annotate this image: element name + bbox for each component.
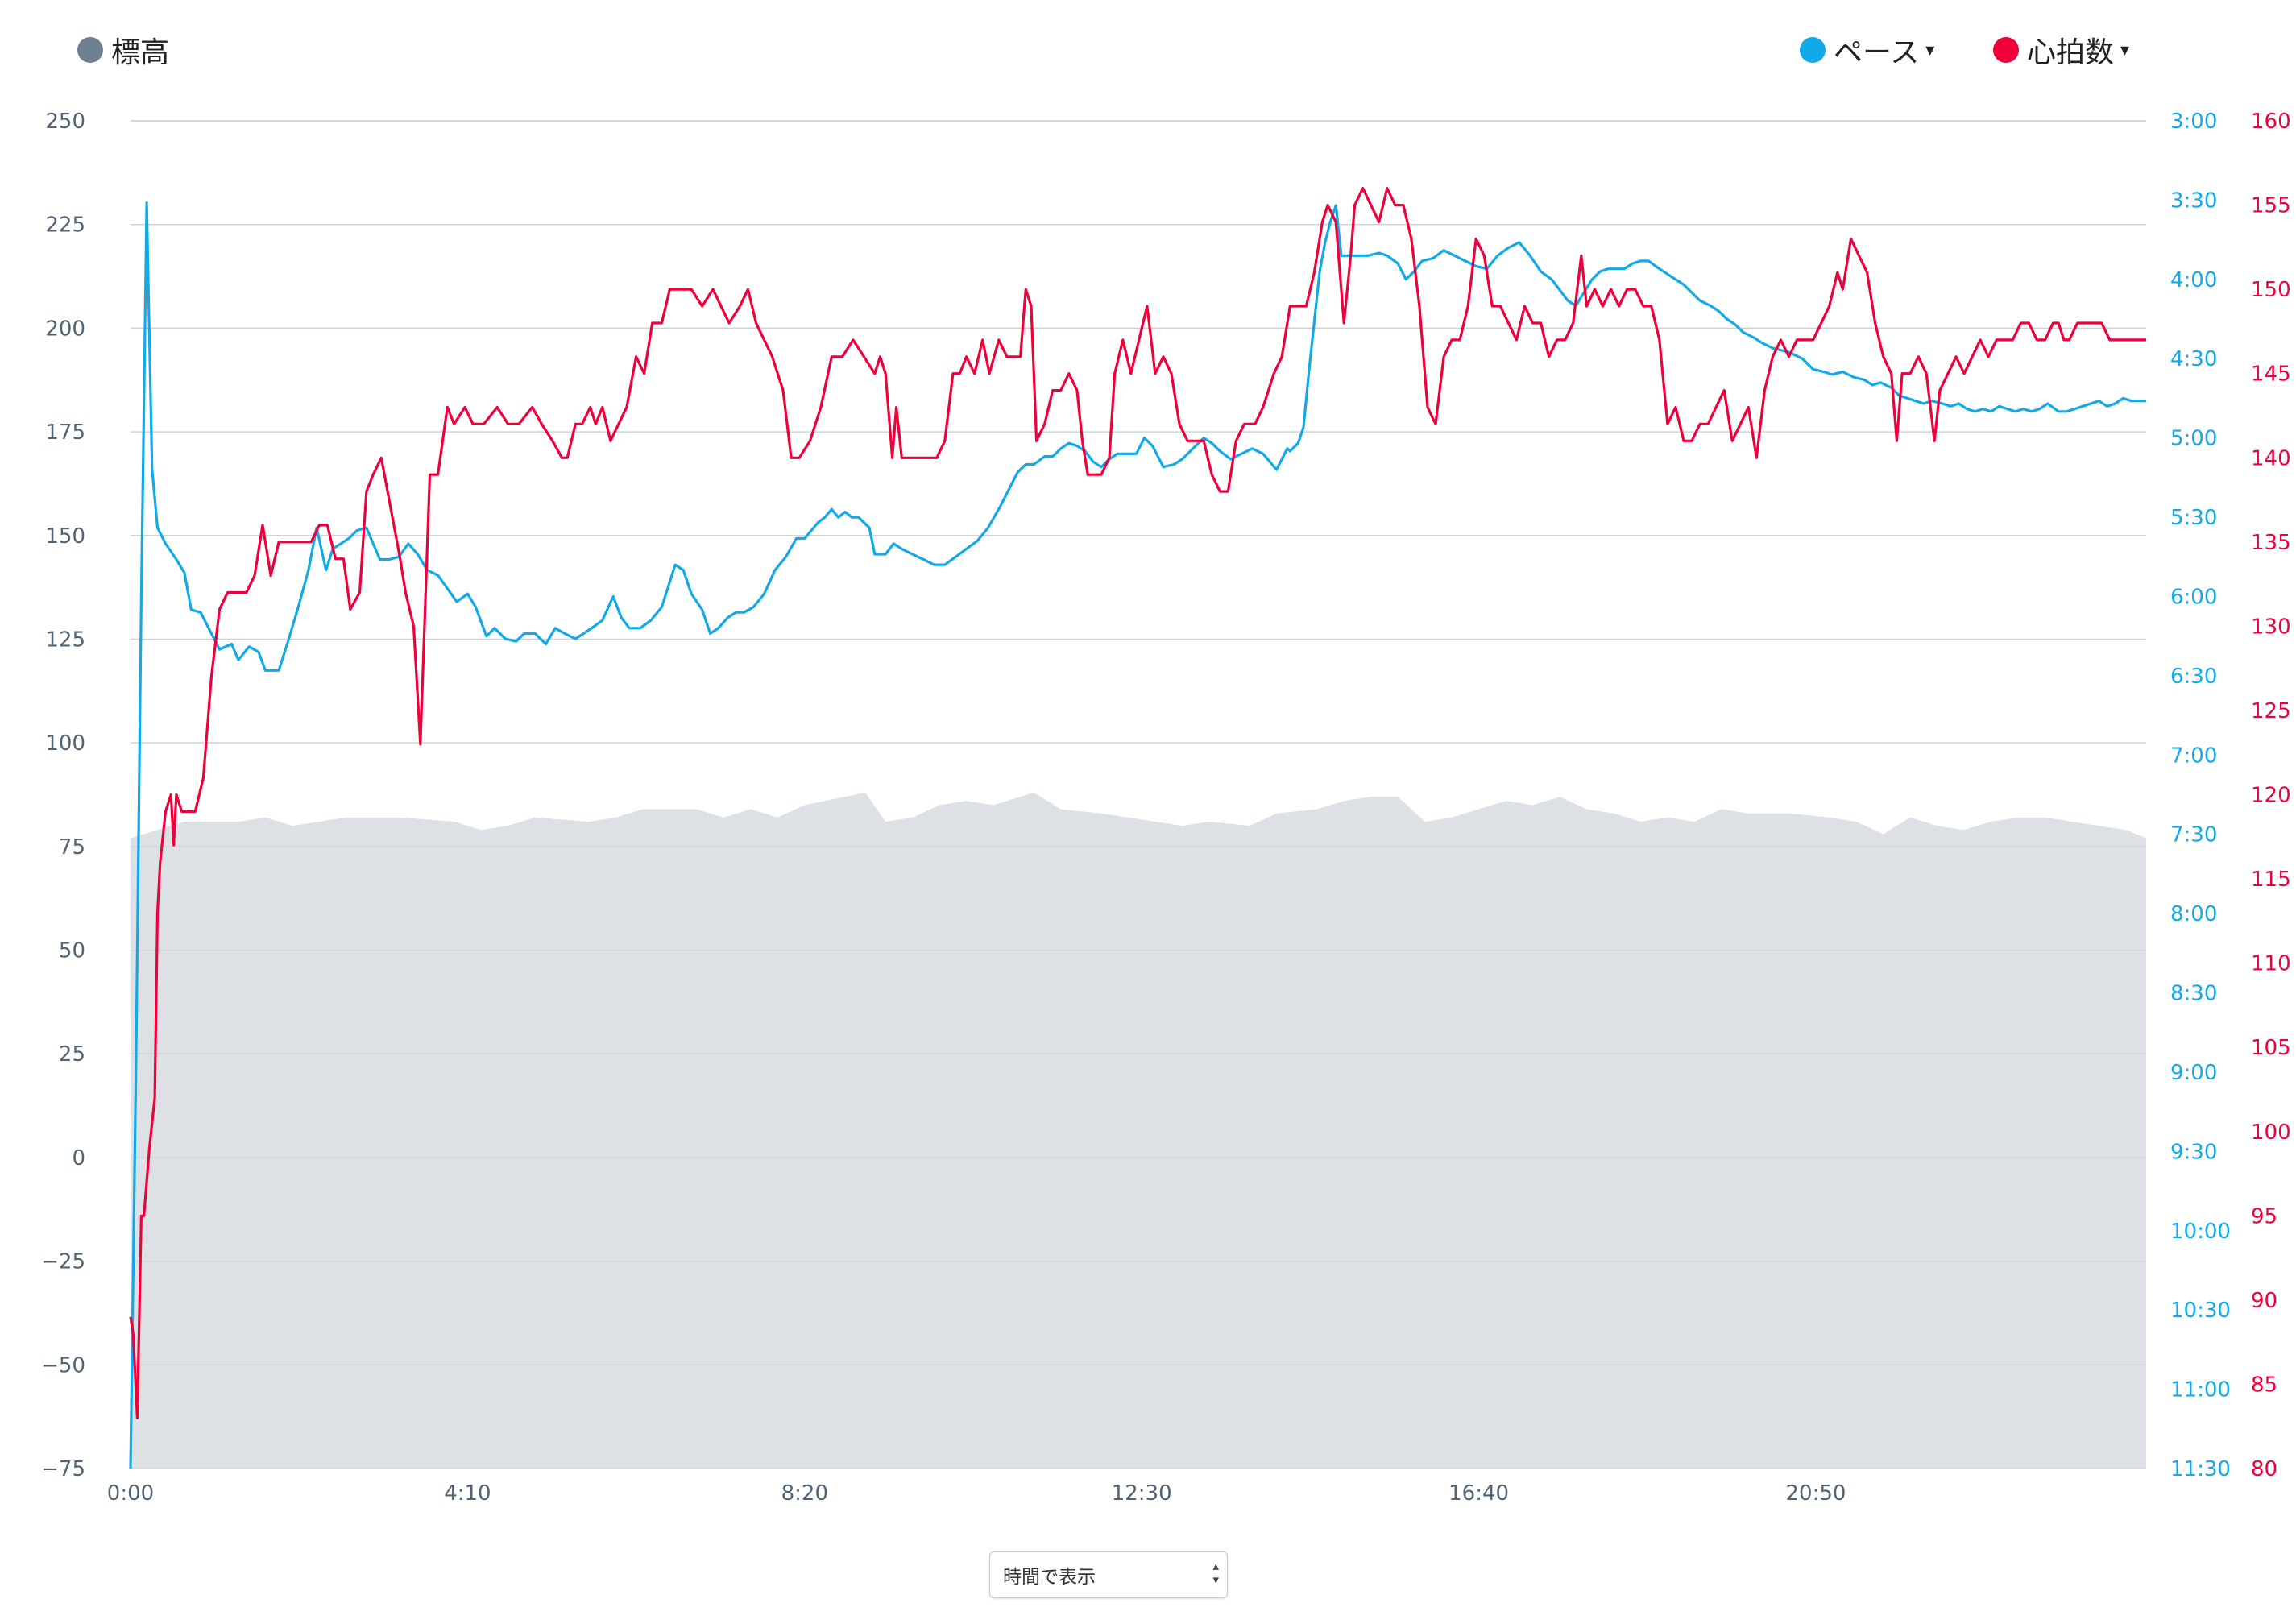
series-lines (129, 187, 2146, 1469)
legend-heart-rate-dot (1993, 37, 2019, 63)
elevation-tick-label: 0 (72, 1146, 85, 1170)
pace-tick-label: 7:00 (2170, 744, 2217, 768)
pace-tick-label: 3:00 (2170, 110, 2217, 134)
pace-tick-label: 11:30 (2170, 1457, 2231, 1481)
elevation-tick-label: 175 (45, 420, 85, 445)
pace-tick-label: 4:30 (2170, 347, 2217, 371)
legend-pace-label: ペース (1834, 36, 1920, 69)
chevron-down-icon[interactable]: ▾ (2120, 39, 2130, 60)
legend-heart-rate-label: 心拍数 (2027, 36, 2115, 69)
heart-rate-tick-label: 150 (2251, 278, 2291, 302)
pace-line (129, 201, 2146, 1469)
elevation-tick-label: 75 (59, 835, 85, 860)
elevation-tick-label: −25 (41, 1250, 85, 1274)
pace-tick-label: 8:00 (2170, 902, 2217, 926)
view-mode-select[interactable]: 時間で表示 ▴ ▾ (989, 1552, 1228, 1598)
pace-tick-label: 8:30 (2170, 982, 2217, 1006)
pace-axis: 3:00 3:30 4:00 4:30 5:00 5:30 6:00 6:30 7:00 7:30… (2170, 110, 2231, 1481)
heart-rate-tick-label: 140 (2251, 446, 2291, 470)
time-axis: 0:00 4:10 8:20 12:30 16:40 20:50 (107, 1481, 1846, 1506)
elevation-tick-label: 150 (45, 524, 85, 549)
pace-tick-label: 5:00 (2170, 427, 2217, 451)
pace-tick-label: 3:30 (2170, 188, 2217, 213)
time-tick-label: 12:30 (1112, 1481, 1172, 1506)
pace-tick-label: 6:00 (2170, 585, 2217, 609)
heart-rate-tick-label: 85 (2251, 1373, 2277, 1397)
heart-rate-tick-label: 160 (2251, 110, 2291, 134)
pace-tick-label: 7:30 (2170, 823, 2217, 847)
elevation-tick-label: 50 (59, 939, 85, 963)
elevation-tick-label: 100 (45, 731, 85, 756)
pace-tick-label: 4:00 (2170, 268, 2217, 292)
elevation-area (131, 120, 2146, 1469)
time-tick-label: 20:50 (1786, 1481, 1846, 1506)
elevation-tick-label: 25 (59, 1042, 85, 1067)
legend-elevation-label: 標高 (111, 36, 170, 69)
heart-rate-tick-label: 80 (2251, 1457, 2277, 1481)
heart-rate-tick-label: 155 (2251, 194, 2291, 218)
legend-pace[interactable]: ペース ▾ (1800, 29, 1934, 71)
heart-rate-axis: 160 155 150 145 140 135 130 125 120 115 110 105 100 9… (2251, 110, 2291, 1481)
elevation-tick-label: 225 (45, 213, 85, 238)
heart-rate-tick-label: 145 (2251, 362, 2291, 387)
pace-tick-label: 5:30 (2170, 506, 2217, 530)
time-tick-label: 0:00 (107, 1481, 154, 1506)
heart-rate-tick-label: 130 (2251, 615, 2291, 639)
legend-heart-rate[interactable]: 心拍数 ▾ (1993, 29, 2129, 71)
pace-tick-label: 6:30 (2170, 665, 2217, 689)
heart-rate-tick-label: 125 (2251, 699, 2291, 723)
time-tick-label: 8:20 (781, 1481, 828, 1506)
heart-rate-tick-label: 135 (2251, 531, 2291, 555)
legend-pace-dot (1800, 37, 1826, 63)
heart-rate-tick-label: 105 (2251, 1036, 2291, 1060)
view-mode-label: 時間で表示 (1003, 1567, 1096, 1588)
pace-tick-label: 10:00 (2170, 1220, 2231, 1244)
heart-rate-tick-label: 95 (2251, 1204, 2277, 1228)
up-down-arrows-icon: ▴ ▾ (1212, 1559, 1219, 1587)
pace-tick-label: 9:30 (2170, 1140, 2217, 1164)
time-tick-label: 4:10 (444, 1481, 491, 1506)
legend-elevation-dot (77, 37, 103, 63)
heart-rate-tick-label: 90 (2251, 1289, 2277, 1313)
heart-rate-tick-label: 115 (2251, 868, 2291, 892)
elevation-tick-label: 250 (45, 110, 85, 134)
elevation-tick-label: 125 (45, 628, 85, 652)
elevation-area-path (131, 792, 2146, 1469)
elevation-tick-label: 200 (45, 317, 85, 341)
heart-rate-tick-label: 110 (2251, 952, 2291, 976)
heart-rate-tick-label: 100 (2251, 1121, 2291, 1145)
elevation-tick-label: −50 (41, 1353, 85, 1378)
chevron-down-icon[interactable]: ▾ (1925, 39, 1935, 60)
time-tick-label: 16:40 (1448, 1481, 1509, 1506)
elevation-tick-label: −75 (41, 1457, 85, 1481)
heart-rate-tick-label: 120 (2251, 784, 2291, 808)
heart-rate-line (129, 187, 2146, 1419)
pace-tick-label: 11:00 (2170, 1378, 2231, 1402)
pace-tick-label: 10:30 (2170, 1299, 2231, 1323)
pace-tick-label: 9:00 (2170, 1061, 2217, 1085)
legend-elevation[interactable]: 標高 (77, 29, 169, 71)
